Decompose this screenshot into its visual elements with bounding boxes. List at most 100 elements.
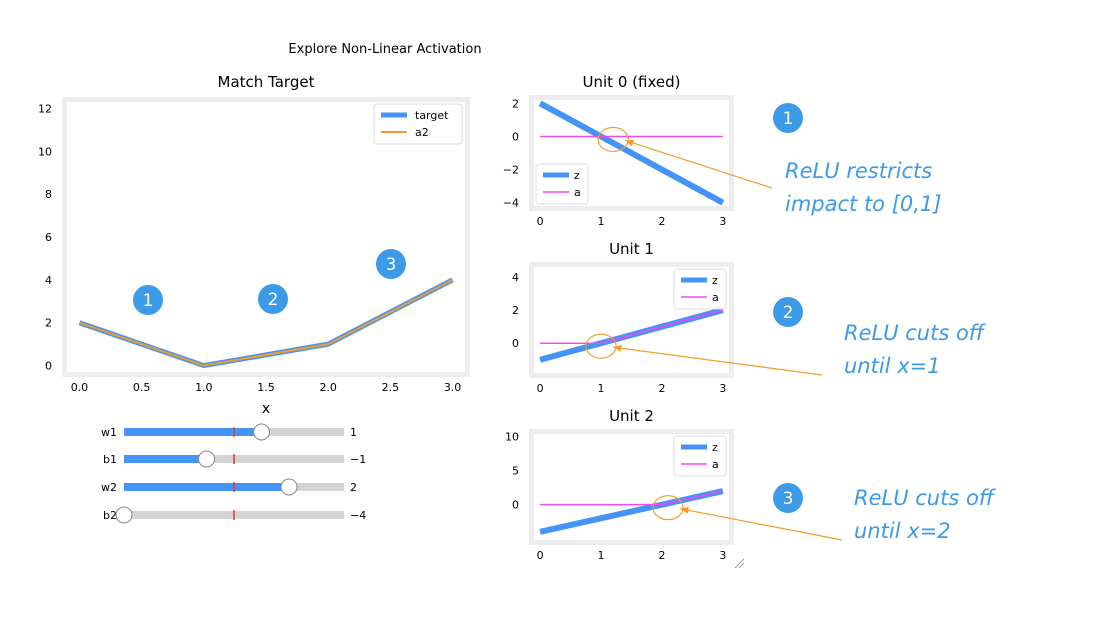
slider-handle[interactable] — [280, 478, 298, 496]
x-tick-label: 3 — [719, 549, 726, 562]
x-axis-label: x — [262, 401, 270, 417]
series-line-a — [540, 490, 724, 506]
legend-label-target: target — [415, 109, 449, 122]
y-tick-label: 4 — [45, 274, 52, 287]
slider-value: 1 — [350, 426, 357, 439]
note-arrow — [625, 139, 773, 189]
annotation-notes: 1 ReLU restricts impact to [0,1] 2 ReLU cuts… — [585, 103, 997, 543]
slider-label: w1 — [101, 426, 117, 439]
legend-label-a: a — [574, 186, 581, 199]
series-line-a2 — [79, 278, 454, 367]
arrowhead-icon — [613, 344, 622, 352]
region-badge-number: 1 — [143, 291, 154, 311]
slider-label: b2 — [103, 509, 117, 522]
chart-panel-2: Unit 1 0 1 2 3 4 2 0 za — [512, 240, 734, 395]
legend-label-a: a — [712, 458, 719, 471]
note-arrow — [679, 508, 843, 541]
slider-fill — [124, 428, 262, 436]
note-text-line: ReLU restricts — [785, 159, 932, 183]
legend-label-z: z — [712, 274, 718, 287]
y-tick-label: 0 — [45, 360, 52, 373]
chart-panel-0: Match Target 0.0 0.5 1.0 1.5 2.0 2.5 3.0 0 2 4 6 8 10… — [38, 73, 470, 417]
chart-panel-1: Unit 0 (fixed) 0 1 2 3 2 0 −2 −4 za — [503, 73, 734, 228]
legend-label-z: z — [574, 169, 580, 182]
region-badge-3 — [376, 249, 406, 279]
note-text-line: ReLU cuts off — [844, 321, 987, 345]
y-tick-label: 6 — [45, 231, 52, 244]
region-badge-1 — [133, 285, 163, 315]
y-tick-label: 2 — [512, 304, 519, 317]
y-tick-label: 10 — [505, 431, 519, 444]
y-tick-label: 5 — [512, 465, 519, 478]
x-tick-label: 0.5 — [133, 381, 151, 394]
slider-w1[interactable]: w1 1 — [101, 423, 357, 441]
y-tick-label: 0 — [512, 337, 519, 350]
y-tick-label: 4 — [512, 271, 519, 284]
chart-title: Unit 2 — [609, 407, 654, 425]
resize-grip-icon[interactable] — [734, 558, 745, 569]
y-tick-label: 10 — [38, 145, 52, 158]
slider-value: 2 — [350, 481, 357, 494]
slider-value: −4 — [350, 509, 366, 522]
region-badge-2 — [258, 284, 288, 314]
y-tick-label: 0 — [512, 130, 519, 143]
note-badge — [773, 103, 803, 133]
arrowhead-icon — [680, 506, 689, 514]
x-tick-label: 0.0 — [71, 381, 89, 394]
slider-b2[interactable]: b2 −4 — [103, 506, 366, 524]
y-tick-label: −4 — [503, 197, 519, 210]
chart-title: Unit 0 (fixed) — [583, 73, 681, 91]
x-tick-label: 2.5 — [382, 381, 400, 394]
note-1: 1 ReLU restricts impact to [0,1] — [597, 103, 942, 216]
slider-w2[interactable]: w2 2 — [101, 478, 357, 496]
series-line-a — [540, 309, 724, 344]
note-badge-number: 3 — [783, 489, 794, 509]
x-tick-label: 3 — [719, 215, 726, 228]
x-tick-label: 2 — [658, 215, 665, 228]
note-text-line: impact to [0,1] — [785, 192, 942, 216]
note-text-line: ReLU cuts off — [854, 486, 997, 510]
slider-value: −1 — [350, 453, 366, 466]
x-tick-label: 1 — [598, 549, 605, 562]
x-tick-label: 2 — [658, 382, 665, 395]
x-tick-label: 1.5 — [257, 381, 275, 394]
legend-label-a: a — [712, 291, 719, 304]
y-tick-label: −2 — [503, 164, 519, 177]
slider-handle[interactable] — [198, 450, 215, 468]
note-3: 3 ReLU cuts off until x=2 — [652, 483, 997, 543]
x-tick-label: 3 — [719, 382, 726, 395]
slider-b1[interactable]: b1 −1 — [103, 450, 366, 468]
note-badge-number: 1 — [783, 109, 794, 129]
note-text-line: until x=2 — [854, 519, 951, 543]
slider-handle[interactable] — [115, 506, 133, 524]
series-line-z — [538, 100, 725, 206]
slider-fill — [124, 455, 207, 463]
slider-handle[interactable] — [253, 423, 270, 441]
chart-panel-3: Unit 2 0 1 2 3 10 5 0 za — [505, 407, 734, 562]
highlight-circle — [585, 333, 617, 359]
sliders-panel: w1 1 b1 −1 w2 2 b2 −4 — [101, 423, 366, 524]
x-tick-label: 1 — [598, 215, 605, 228]
x-tick-label: 2 — [658, 549, 665, 562]
y-tick-label: 0 — [512, 499, 519, 512]
legend-label-z: z — [712, 441, 718, 454]
legend-label-a2: a2 — [415, 126, 429, 139]
x-tick-label: 3.0 — [444, 381, 462, 394]
x-tick-label: 0 — [537, 382, 544, 395]
highlight-circle — [652, 495, 684, 521]
x-tick-label: 0 — [537, 215, 544, 228]
y-tick-label: 12 — [38, 102, 52, 115]
x-tick-label: 2.0 — [319, 381, 337, 394]
highlight-circle — [597, 126, 629, 153]
slider-label: w2 — [101, 481, 117, 494]
arrowhead-icon — [625, 139, 635, 147]
slider-label: b1 — [103, 453, 117, 466]
region-badge-number: 3 — [386, 255, 397, 275]
slider-fill — [124, 483, 289, 491]
figure-title: Explore Non-Linear Activation — [288, 42, 481, 57]
region-badge-number: 2 — [268, 290, 279, 310]
y-tick-label: 8 — [45, 188, 52, 201]
note-badge-number: 2 — [783, 303, 794, 323]
